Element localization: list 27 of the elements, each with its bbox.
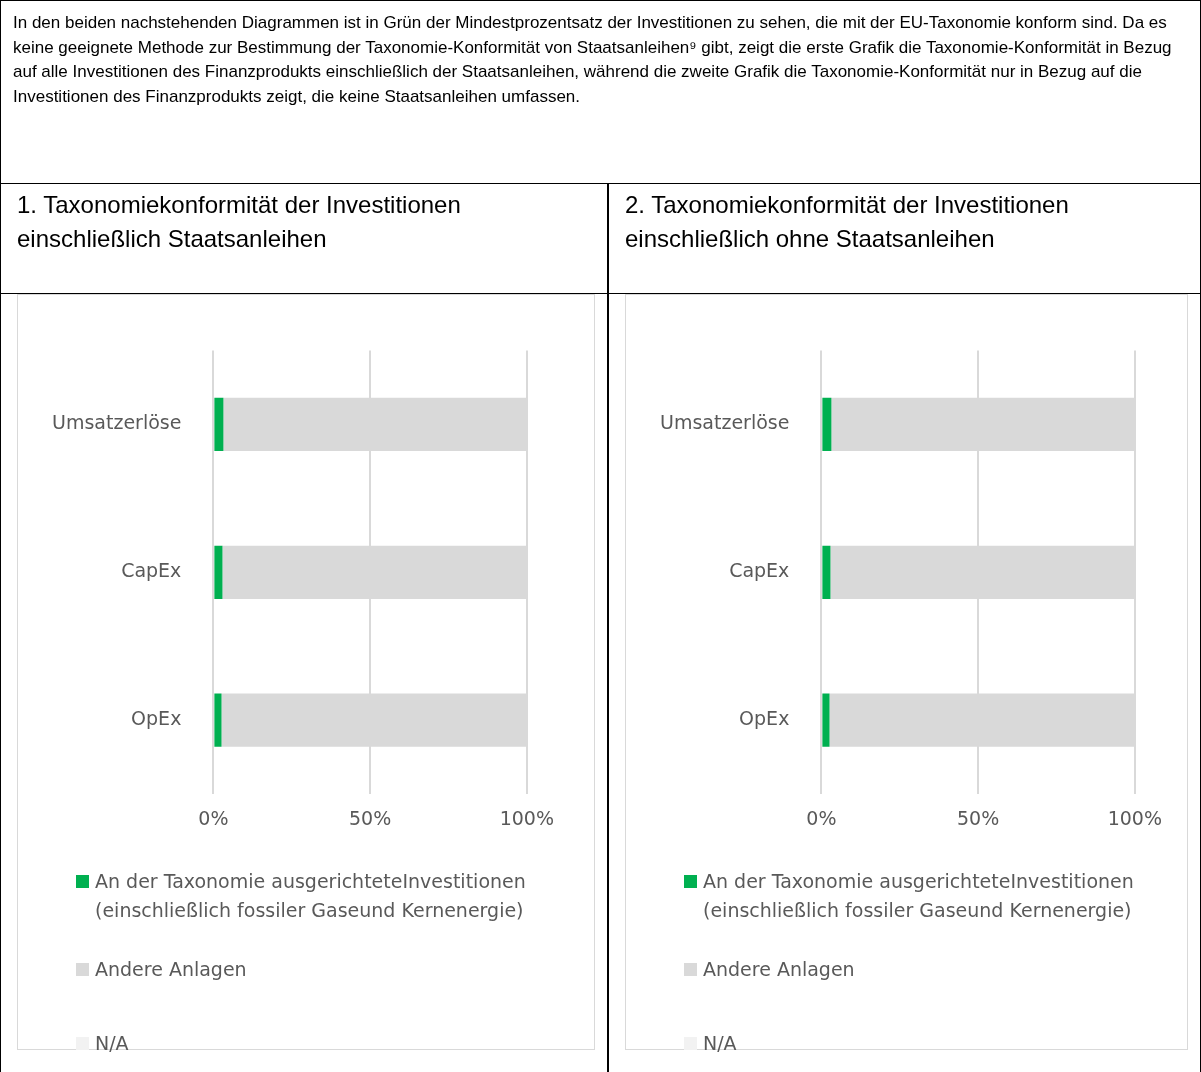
y-tick-label: Umsatzerlöse: [660, 411, 790, 434]
x-tick-label: 0%: [198, 806, 229, 829]
bar: [214, 545, 223, 599]
bar: [214, 397, 224, 451]
legend-label: N/A: [703, 1031, 737, 1056]
bar: [822, 545, 831, 599]
x-tick-label: 50%: [956, 806, 1000, 829]
y-tick-label: OpEx: [739, 707, 790, 730]
y-tick-label: CapEx: [729, 559, 790, 582]
legend-label: An der Taxonomie ausgerichteteInvestitionen (einschließlich fossiler Gaseund Kernenergie): [703, 869, 1135, 923]
chart-title: 1. Taxonomiekonformität der Investitionen einschließlich Staatsanleihen: [0, 184, 608, 294]
x-tick-label: 100%: [1107, 806, 1162, 829]
y-tick-label: Umsatzerlöse: [52, 411, 182, 434]
bar: [214, 693, 222, 747]
y-tick-label: CapEx: [121, 559, 182, 582]
legend-label: An der Taxonomie ausgerichteteInvestitionen (einschließlich fossiler Gaseund Kernenergie): [95, 869, 527, 923]
legend-label: N/A: [95, 1031, 129, 1056]
x-tick-label: 0%: [806, 806, 837, 829]
bar: [822, 693, 830, 747]
legend-label: Andere Anlagen: [703, 957, 855, 982]
legend-label: Andere Anlagen: [95, 957, 247, 982]
y-tick-label: OpEx: [131, 707, 182, 730]
chart-title: 2. Taxonomiekonformität der Investitionen einschließlich ohne Staatsanleihen: [608, 184, 1201, 294]
x-tick-label: 50%: [348, 806, 392, 829]
x-tick-label: 100%: [499, 806, 554, 829]
bar: [822, 397, 832, 451]
text: In den beiden nachstehenden Diagrammen ist in Grün der Mindestprozentsatz der Investitionen zu sehen, die mit der EU-Taxonomie konform sind. Da es keine geeignete Methode zur Bestimmung der Taxonomie-Konformität von Staatsanleihen⁹ gibt, zeigt die erste Grafik die Taxonomie-Konformität in Bezug auf alle Investitionen des Finanzprodukts einschließlich der Staatsanleihen, während die zweite Grafik die Taxonomie-Konformität nur in Bezug auf die Investitionen des Finanzprodukts zeigt, die keine Staatsanleihen umfassen.: [13, 12, 1173, 108]
